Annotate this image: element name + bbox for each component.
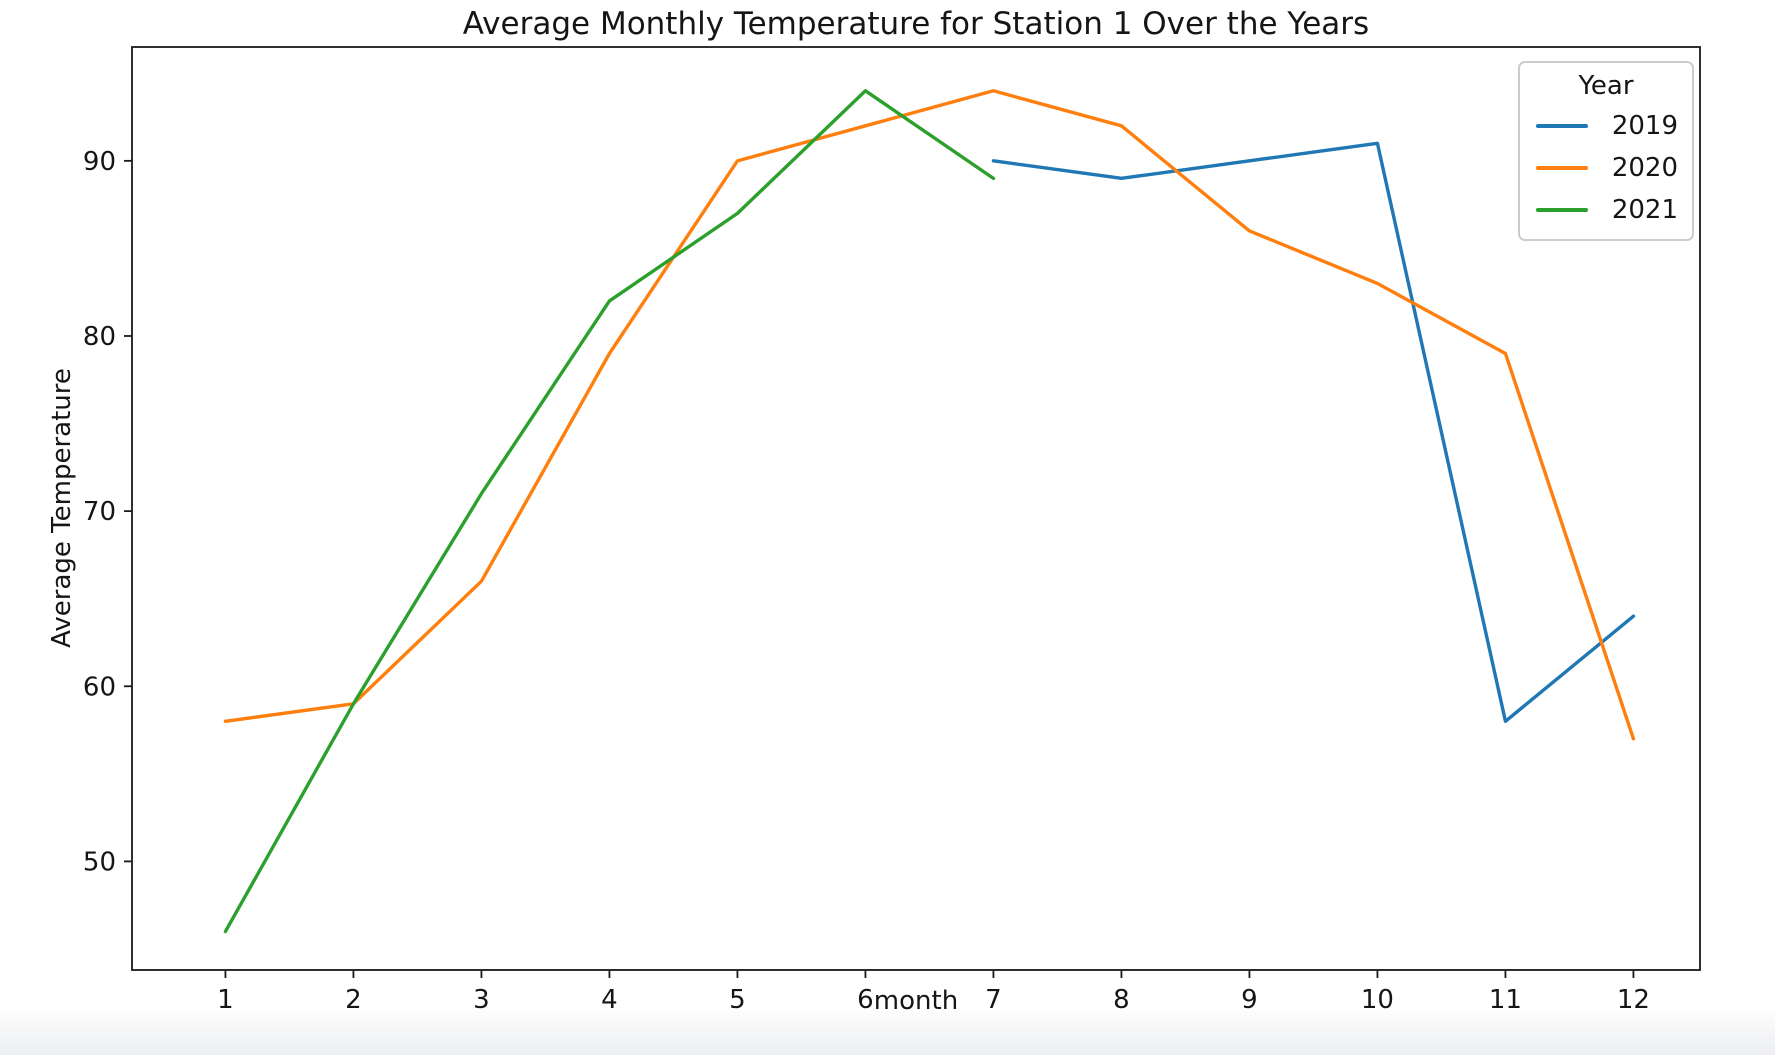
plot-area-border [131,46,1701,971]
chart-title: Average Monthly Temperature for Station … [462,6,1370,42]
y-axis-ticks: 50 60 70 80 90 [83,147,132,877]
x-tick-label: 10 [1361,985,1394,1015]
x-tick-label: 3 [473,985,490,1015]
window-bottom-edge [0,1011,1775,1055]
line-2019 [991,141,1636,723]
x-tick-label: 12 [1617,985,1650,1015]
legend-label: 2021 [1611,195,1678,225]
x-axis-ticks: 1 2 3 4 5 6 7 8 9 10 11 12 [217,970,1650,1015]
legend-item-2020: 2020 [1520,147,1692,189]
y-axis-label: Average Temperature [47,368,77,648]
x-tick-label: 4 [601,985,618,1015]
y-tick-label: 80 [83,322,116,352]
x-tick-label: 7 [985,985,1002,1015]
x-tick-label: 11 [1489,985,1522,1015]
legend-item-2021: 2021 [1520,189,1692,231]
y-tick-label: 90 [83,147,116,177]
line-2020 [223,89,1636,741]
x-tick-label: 6 [857,985,874,1015]
legend: Year 2019 2020 2021 [1518,61,1694,241]
x-tick-label: 5 [729,985,746,1015]
x-tick-label: 1 [217,985,234,1015]
legend-rows: 2019 2020 2021 [1520,105,1692,231]
series-lines [223,89,1636,934]
y-tick-label: 70 [83,497,116,527]
legend-swatch-2020 [1536,166,1588,170]
legend-swatch-2019 [1536,124,1588,128]
legend-item-2019: 2019 [1520,105,1692,147]
x-tick-label: 2 [345,985,362,1015]
y-tick-label: 50 [83,847,116,877]
line-2021 [223,89,996,934]
y-tick-label: 60 [83,672,116,702]
legend-label: 2020 [1611,153,1678,183]
x-tick-label: 9 [1241,985,1258,1015]
legend-swatch-2021 [1536,208,1588,212]
legend-label: 2019 [1611,111,1678,141]
x-tick-label: 8 [1113,985,1130,1015]
legend-title: Year [1578,71,1634,101]
